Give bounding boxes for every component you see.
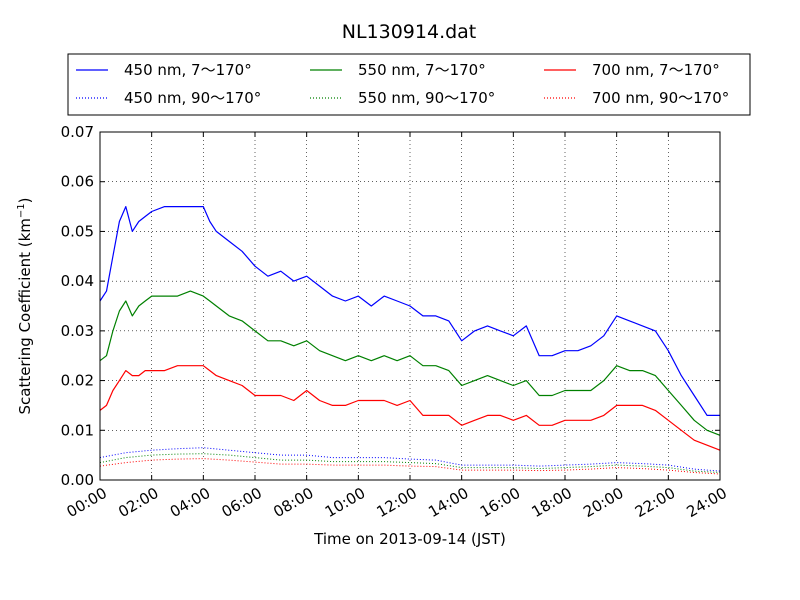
series-line-550nm-7 xyxy=(99,290,721,436)
series-line-450nm-7 xyxy=(99,206,720,416)
x-tick-label: 18:00 xyxy=(529,484,575,521)
x-tick-label: 02:00 xyxy=(115,484,161,521)
y-tick-label: 0.05 xyxy=(61,222,94,240)
legend-label: 700 nm, 7～170° xyxy=(592,61,720,79)
series-line-700nm-7 xyxy=(99,365,721,451)
x-tick-label: 08:00 xyxy=(270,484,316,521)
y-tick-label: 0.02 xyxy=(61,372,94,390)
x-tick-label: 12:00 xyxy=(374,484,420,521)
y-tick-label: 0.04 xyxy=(61,272,94,290)
y-tick-label: 0.07 xyxy=(61,123,94,141)
x-tick-label: 22:00 xyxy=(632,484,678,521)
legend-label: 550 nm, 90～170° xyxy=(358,89,495,107)
x-tick-label: 10:00 xyxy=(322,484,368,521)
y-tick-label: 0.06 xyxy=(61,173,94,191)
x-tick-label: 14:00 xyxy=(425,484,471,521)
y-tick-label: 0.01 xyxy=(61,421,94,439)
y-tick-label: 0.00 xyxy=(61,471,94,489)
legend-box xyxy=(67,53,751,116)
x-tick-label: 24:00 xyxy=(684,484,730,521)
x-tick-label: 04:00 xyxy=(167,484,213,521)
y-axis-label-main: Scattering Coefficient (km xyxy=(16,218,34,414)
x-tick-label: 20:00 xyxy=(580,484,626,521)
legend-label: 450 nm, 90～170° xyxy=(124,89,261,107)
series-layer xyxy=(99,206,721,475)
x-tick-label: 16:00 xyxy=(477,484,523,521)
y-tick-label: 0.03 xyxy=(61,322,94,340)
x-tick-label: 00:00 xyxy=(64,484,110,521)
x-axis-label: Time on 2013-09-14 (JST) xyxy=(313,530,506,548)
legend-label: 550 nm, 7～170° xyxy=(358,61,486,79)
x-tick-label: 06:00 xyxy=(219,484,265,521)
y-axis-label-sup: −1 xyxy=(16,203,27,218)
legend: 450 nm, 7～170° 550 nm, 7～170° 700 nm, 7～17… xyxy=(67,53,751,116)
grid xyxy=(100,132,720,480)
y-axis-label-close: ) xyxy=(16,197,34,203)
legend-label: 450 nm, 7～170° xyxy=(124,61,252,79)
y-axis-label: Scattering Coefficient (km−1) xyxy=(16,197,34,414)
legend-label: 700 nm, 90～170° xyxy=(592,89,729,107)
axis-ticks: 00:00 02:00 04:00 06:00 08:00 10:00 12:00 14:00… xyxy=(61,123,730,521)
series-line-450nm-90 xyxy=(99,447,721,472)
chart-title: NL130914.dat xyxy=(342,21,477,43)
